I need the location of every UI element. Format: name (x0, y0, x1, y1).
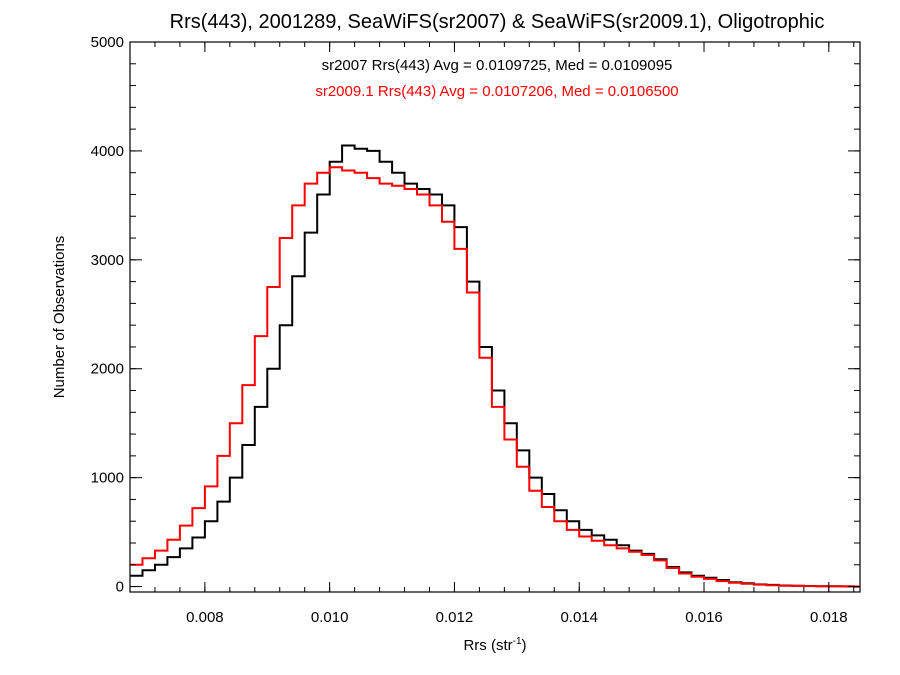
y-tick-label: 2000 (91, 361, 124, 378)
series-line-1 (130, 166, 860, 588)
annotation-sr2009: sr2009.1 Rrs(443) Avg = 0.0107206, Med =… (315, 83, 678, 100)
x-tick-label: 0.016 (685, 609, 723, 626)
y-tick-label: 4000 (91, 143, 124, 160)
y-tick-label: 5000 (91, 34, 124, 51)
x-axis-label-superscript: -1 (513, 636, 522, 647)
annotation-sr2007: sr2007 Rrs(443) Avg = 0.0109725, Med = 0… (322, 57, 673, 74)
x-tick-label: 0.008 (186, 609, 224, 626)
y-tick-label: 3000 (91, 252, 124, 269)
x-axis-label-main: Rrs (str (463, 637, 512, 654)
y-tick-label: 1000 (91, 470, 124, 487)
y-axis-label: Number of Observations (51, 236, 68, 399)
x-tick-label: 0.012 (436, 609, 474, 626)
x-axis-label-close: ) (522, 637, 527, 654)
x-axis-label: Rrs (str-1) (463, 636, 526, 654)
series-line-0 (130, 144, 860, 588)
chart-title: Rrs(443), 2001289, SeaWiFS(sr2007) & Sea… (170, 11, 825, 33)
x-tick-label: 0.014 (560, 609, 598, 626)
x-tick-label: 0.010 (311, 609, 349, 626)
plot-frame (129, 41, 861, 593)
x-tick-label: 0.018 (810, 609, 848, 626)
y-tick-label: 0 (116, 579, 124, 596)
